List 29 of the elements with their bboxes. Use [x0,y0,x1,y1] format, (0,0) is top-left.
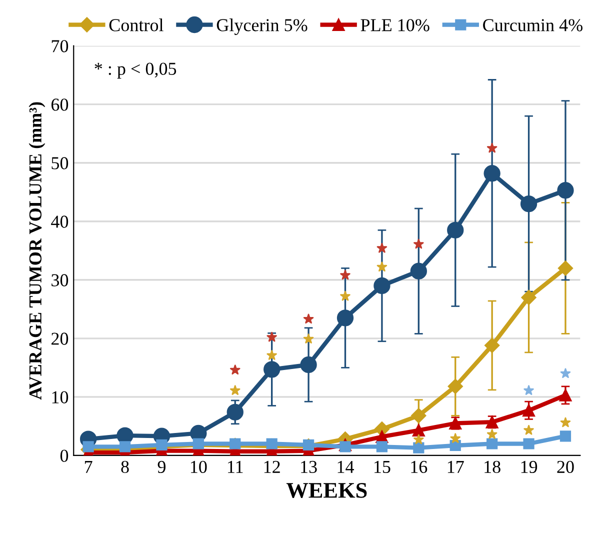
legend-label: Curcumin 4% [483,19,582,32]
x-tick-label: 13 [301,460,317,474]
x-tick-label: 9 [158,460,166,474]
y-tick-label: 20 [52,332,68,345]
x-tick-label: 16 [411,460,428,474]
x-tick-label: 8 [121,460,129,474]
x-tick-label: 14 [338,460,354,473]
legend-label: Control [109,18,164,32]
y-tick-label: 60 [51,98,68,111]
y-tick-label: 70 [52,40,68,52]
y-tick-label: 30 [52,274,68,286]
annotation: * : p < 0,05 [94,62,176,79]
x-tick-label: 17 [448,460,464,473]
x-tick-label: 19 [521,460,538,474]
x-axis-title: WEEKS [286,482,367,498]
x-tick-label: 12 [264,460,280,473]
x-tick-label: 10 [190,460,207,474]
y-axis-title: AVERAGE TUMOR VOLUME (mm³) [28,102,46,400]
legend-label: PLE 10% [360,19,430,32]
x-tick-label: 15 [374,460,390,474]
y-tick-label: 0 [60,450,68,462]
legend-label: Glycerin 5% [216,18,308,35]
x-tick-label: 7 [84,461,92,473]
x-tick-label: 11 [228,460,243,473]
y-tick-label: 40 [51,216,68,228]
x-tick-label: 20 [557,460,574,474]
y-tick-label: 10 [52,391,68,404]
y-tick-label: 50 [52,157,68,170]
x-tick-label: 18 [484,460,500,474]
